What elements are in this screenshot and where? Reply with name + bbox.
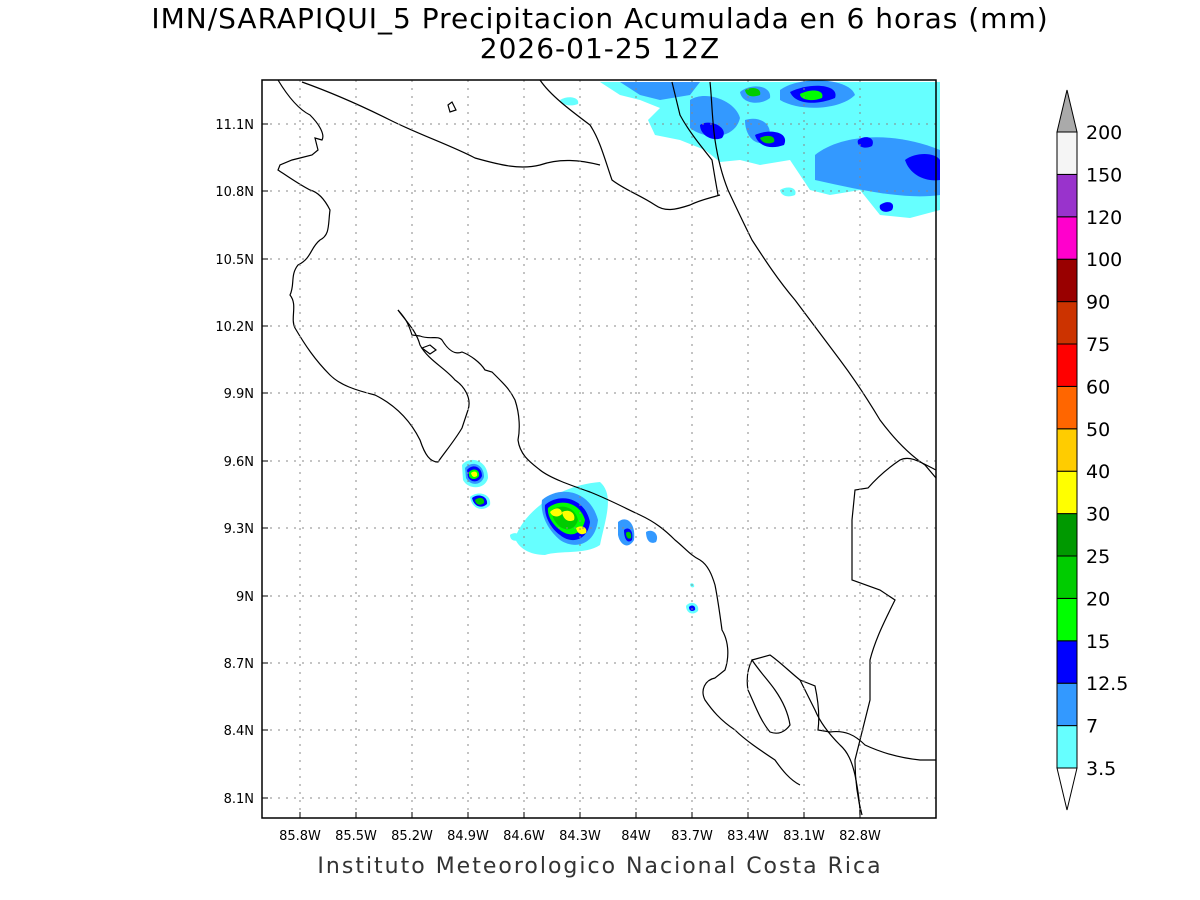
colorbar-label: 7 xyxy=(1086,716,1098,738)
lat-label: 9N xyxy=(236,590,254,605)
colorbar-segment xyxy=(1056,343,1078,387)
lon-label: 83.7W xyxy=(671,829,713,844)
lon-label: 85.5W xyxy=(335,829,377,844)
lon-label: 84.3W xyxy=(559,829,601,844)
panama-coast xyxy=(799,679,936,761)
lat-label: 9.3N xyxy=(224,522,254,537)
colorbar-label: 50 xyxy=(1086,419,1110,441)
lat-label: 11.1N xyxy=(215,118,254,133)
colorbar-label: 75 xyxy=(1086,334,1110,356)
colorbar-segment xyxy=(1056,385,1078,430)
colorbar-label: 100 xyxy=(1086,249,1122,271)
lon-label: 84.6W xyxy=(503,829,545,844)
lat-label: 10.5N xyxy=(215,253,254,268)
colorbar-min-triangle xyxy=(1056,767,1078,811)
coastlines xyxy=(277,79,937,816)
lat-label: 9.6N xyxy=(224,455,254,470)
island xyxy=(447,101,457,113)
colorbar-label: 150 xyxy=(1086,164,1122,186)
border-line xyxy=(671,81,719,196)
colorbar-segment xyxy=(1056,301,1078,345)
colorbar-segment xyxy=(1056,640,1078,684)
caribbean-coast xyxy=(709,81,937,479)
panama-border xyxy=(851,457,937,816)
credit-footer: Instituto Meteorologico Nacional Costa R… xyxy=(317,854,883,879)
colorbar-label: 90 xyxy=(1086,292,1110,314)
colorbar-max-triangle xyxy=(1056,89,1078,133)
lon-label: 84W xyxy=(621,829,651,844)
colorbar-segment xyxy=(1056,216,1078,260)
lon-label: 83.4W xyxy=(727,829,769,844)
lat-label: 10.8N xyxy=(215,185,254,200)
golfo-dulce xyxy=(746,658,791,734)
colorbar-label: 12.5 xyxy=(1086,673,1128,695)
lon-label: 84.9W xyxy=(447,829,489,844)
nicaragua-coast xyxy=(277,79,470,463)
lat-label: 8.4N xyxy=(224,724,254,739)
nicoya-peninsula xyxy=(397,309,801,786)
precip-cluster-central xyxy=(510,482,658,555)
lon-label: 85.8W xyxy=(279,829,321,844)
precip-cluster-northeast xyxy=(560,80,940,218)
lon-label: 83.1W xyxy=(783,829,825,844)
axis-ticks xyxy=(262,123,861,818)
colorbar-segment xyxy=(1056,725,1078,769)
colorbar-label: 30 xyxy=(1086,504,1110,526)
map-frame xyxy=(261,79,937,819)
costa-rica-north-border xyxy=(301,81,601,168)
graticule xyxy=(262,80,936,818)
colorbar-legend: 3.5 7 12.5 15 20 25 30 40 50 60 75 90 100 120 150 200 xyxy=(1056,89,1128,811)
colorbar-label: 40 xyxy=(1086,461,1110,483)
lat-label: 10.2N xyxy=(215,320,254,335)
precipitation-field xyxy=(462,80,940,614)
map-subtitle: 2026-01-25 12Z xyxy=(479,32,721,65)
colorbar-label: 15 xyxy=(1086,631,1110,653)
colorbar-segment xyxy=(1056,470,1078,515)
colorbar-segment xyxy=(1056,597,1078,642)
colorbar-label: 200 xyxy=(1086,122,1122,144)
colorbar-segment xyxy=(1056,428,1078,472)
colorbar-label: 120 xyxy=(1086,207,1122,229)
lon-label: 82.8W xyxy=(839,829,881,844)
lat-label: 9.9N xyxy=(224,387,254,402)
isla-chira xyxy=(420,344,438,355)
colorbar-label: 20 xyxy=(1086,588,1110,610)
colorbar-label: 25 xyxy=(1086,546,1110,568)
lon-label: 85.2W xyxy=(391,829,433,844)
colorbar-segment xyxy=(1056,513,1078,557)
colorbar-segment xyxy=(1056,173,1078,218)
lat-label: 8.7N xyxy=(224,657,254,672)
colorbar-segment xyxy=(1056,682,1078,727)
colorbar-label: 3.5 xyxy=(1086,758,1116,780)
colorbar-label: 60 xyxy=(1086,376,1110,398)
colorbar-segment xyxy=(1056,258,1078,303)
latitude-labels: 11.1N 10.8N 10.5N 10.2N 9.9N 9.6N 9.3N 9… xyxy=(215,118,254,807)
colorbar-segment xyxy=(1056,555,1078,599)
lat-label: 8.1N xyxy=(224,792,254,807)
osa-coast xyxy=(751,654,861,816)
map-title: IMN/SARAPIQUI_5 Precipitacion Acumulada … xyxy=(151,2,1049,35)
colorbar-segment xyxy=(1056,131,1078,175)
longitude-labels: 85.8W 85.5W 85.2W 84.9W 84.6W 84.3W 84W … xyxy=(279,829,881,844)
